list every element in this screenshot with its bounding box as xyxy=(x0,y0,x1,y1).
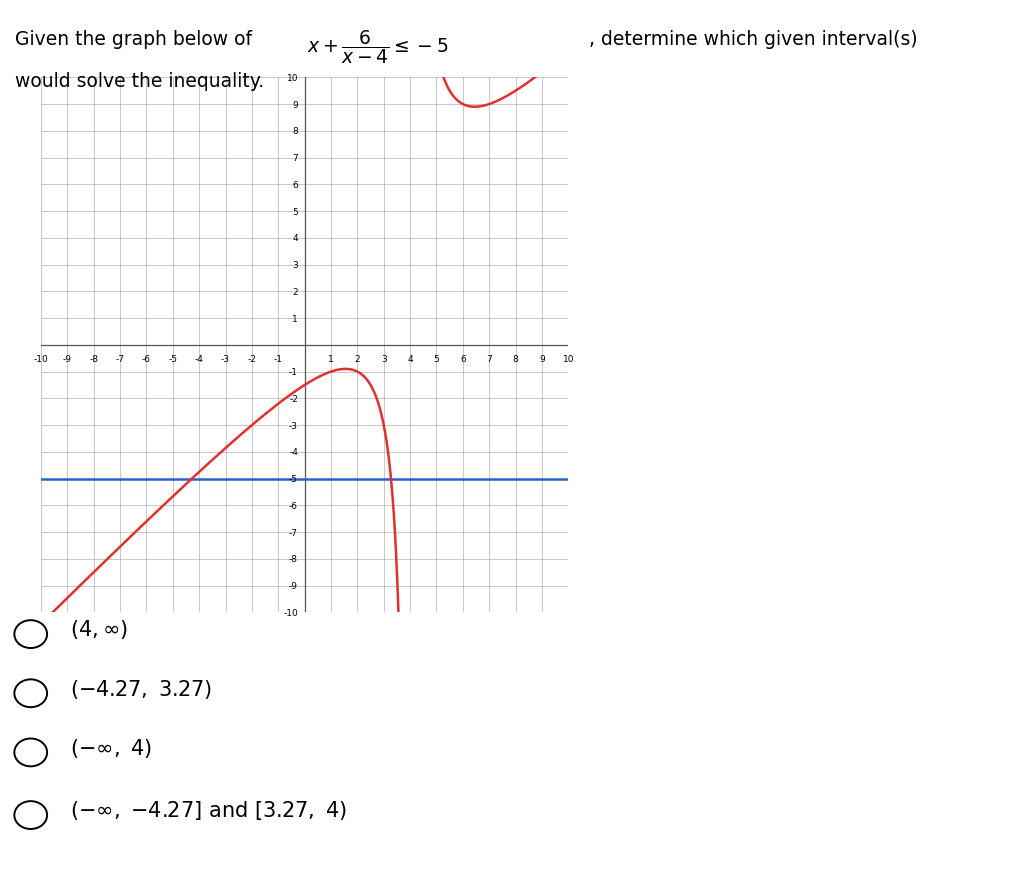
Text: -4: -4 xyxy=(289,448,298,457)
Text: 3: 3 xyxy=(292,261,298,269)
Text: -8: -8 xyxy=(289,554,298,564)
Text: -5: -5 xyxy=(289,474,298,483)
Text: 1: 1 xyxy=(292,315,298,323)
Text: -10: -10 xyxy=(34,355,48,364)
Text: -8: -8 xyxy=(89,355,98,364)
Text: 4: 4 xyxy=(408,355,413,364)
Text: , determine which given interval(s): , determine which given interval(s) xyxy=(589,30,918,50)
Text: $(-\infty,\ {-4.27}]\ \mathrm{and}\ [3.27,\ 4)$: $(-\infty,\ {-4.27}]\ \mathrm{and}\ [3.2… xyxy=(70,799,346,821)
Text: -3: -3 xyxy=(221,355,230,364)
Text: Given the graph below of: Given the graph below of xyxy=(15,30,252,50)
Text: -5: -5 xyxy=(168,355,177,364)
Text: -6: -6 xyxy=(289,501,298,510)
Text: 7: 7 xyxy=(486,355,493,364)
Text: $(-4.27,\ 3.27)$: $(-4.27,\ 3.27)$ xyxy=(70,677,212,700)
Text: -4: -4 xyxy=(195,355,204,364)
Text: 7: 7 xyxy=(292,154,298,163)
Text: -1: -1 xyxy=(273,355,283,364)
Text: would solve the inequality.: would solve the inequality. xyxy=(15,72,264,91)
Text: 5: 5 xyxy=(292,208,298,216)
Text: 2: 2 xyxy=(293,288,298,296)
Text: -2: -2 xyxy=(248,355,256,364)
Text: -7: -7 xyxy=(289,528,298,537)
Text: 1: 1 xyxy=(328,355,334,364)
Text: -9: -9 xyxy=(62,355,72,364)
Text: $(-\infty,\ 4)$: $(-\infty,\ 4)$ xyxy=(70,736,152,759)
Text: -3: -3 xyxy=(289,421,298,430)
Text: 3: 3 xyxy=(381,355,387,364)
Text: -2: -2 xyxy=(289,395,298,403)
Text: -6: -6 xyxy=(142,355,151,364)
Text: $\mathit{x} + \dfrac{6}{\mathit{x}-4} \leq -5$: $\mathit{x} + \dfrac{6}{\mathit{x}-4} \l… xyxy=(307,28,449,66)
Text: -10: -10 xyxy=(284,608,298,617)
Text: 9: 9 xyxy=(539,355,545,364)
Text: -7: -7 xyxy=(116,355,125,364)
Text: 2: 2 xyxy=(354,355,360,364)
Text: -1: -1 xyxy=(289,368,298,376)
Text: 8: 8 xyxy=(513,355,518,364)
Text: 4: 4 xyxy=(293,234,298,243)
Text: 6: 6 xyxy=(460,355,466,364)
Text: 5: 5 xyxy=(433,355,439,364)
Text: -9: -9 xyxy=(289,581,298,590)
Text: 8: 8 xyxy=(292,127,298,136)
Text: 10: 10 xyxy=(287,74,298,83)
Text: 6: 6 xyxy=(292,181,298,189)
Text: 10: 10 xyxy=(562,355,574,364)
Text: 9: 9 xyxy=(292,101,298,109)
Text: $(4, \infty)$: $(4, \infty)$ xyxy=(70,618,128,640)
